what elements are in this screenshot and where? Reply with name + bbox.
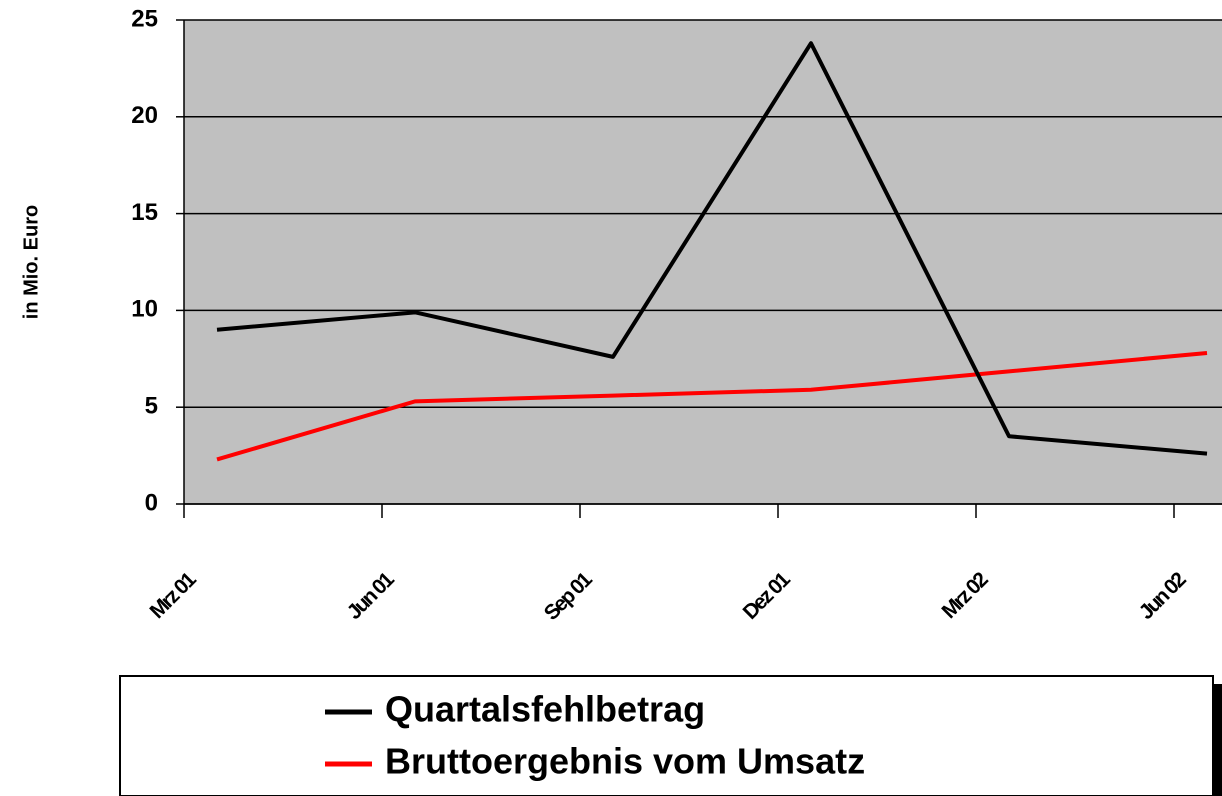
legend-label: Quartalsfehlbetrag [385, 689, 705, 730]
x-tick-label: Mrz 02 [937, 568, 992, 623]
line-series [216, 351, 1208, 462]
y-tick-label: 10 [131, 296, 158, 323]
y-tick-label: 20 [131, 102, 158, 129]
y-tick-label: 25 [131, 5, 158, 32]
y-tick-label: 15 [131, 199, 158, 226]
legend-shadow [1213, 684, 1222, 796]
y-axis-label: in Mio. Euro [20, 205, 42, 319]
x-tick-label: Jun 02 [1135, 568, 1191, 624]
x-tick-label: Dez 01 [739, 568, 795, 624]
line-series [216, 41, 1208, 456]
legend-label: Bruttoergebnis vom Umsatz [385, 741, 865, 782]
x-tick-label: Jun 01 [343, 568, 399, 624]
legend [119, 675, 1214, 796]
x-tick-label: Sep 01 [540, 568, 597, 625]
y-tick-label: 5 [145, 393, 158, 420]
y-tick-label: 0 [145, 489, 158, 516]
plot-area [184, 20, 1222, 504]
x-tick-label: Mrz 01 [145, 568, 201, 624]
